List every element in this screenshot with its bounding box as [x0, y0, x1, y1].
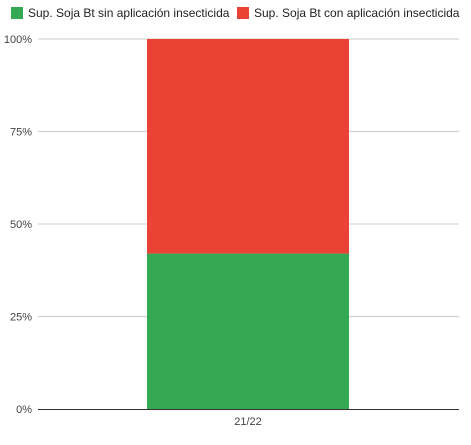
- y-tick-label: 0%: [16, 404, 32, 416]
- y-tick-label: 50%: [10, 219, 32, 231]
- legend-label-con-aplicacion: Sup. Soja Bt con aplicación insecticida: [254, 6, 460, 20]
- y-tick-label: 100%: [4, 34, 32, 46]
- bar-segment: [147, 39, 349, 254]
- x-tick-label: 21/22: [234, 416, 262, 428]
- legend-swatch-con-aplicacion: [237, 7, 249, 19]
- bar-segment: [147, 253, 349, 409]
- legend: Sup. Soja Bt sin aplicación insecticida …: [11, 6, 460, 20]
- legend-swatch-sin-aplicacion: [11, 7, 23, 19]
- y-tick-label: 25%: [10, 312, 32, 324]
- legend-label-sin-aplicacion: Sup. Soja Bt sin aplicación insecticida: [28, 6, 230, 20]
- y-tick-label: 75%: [10, 127, 32, 139]
- y-axis-ticks: 0% 25% 50% 75% 100%: [4, 34, 32, 416]
- x-axis-ticks: 21/22: [234, 416, 262, 428]
- bars: [147, 39, 349, 409]
